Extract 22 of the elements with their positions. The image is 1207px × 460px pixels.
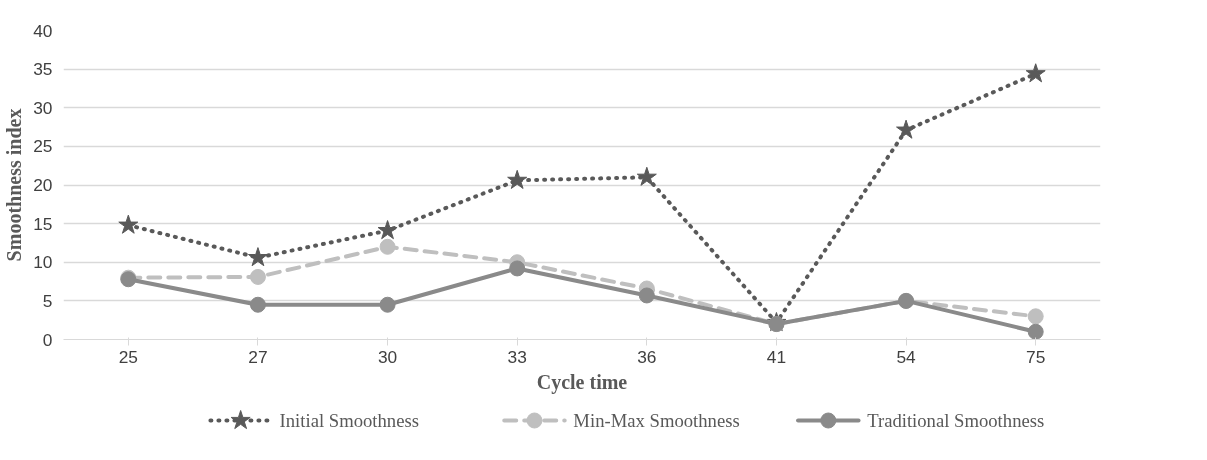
y-tick-label: 10: [33, 252, 53, 273]
y-tick-label: 5: [42, 290, 53, 311]
x-tick-label: 33: [507, 346, 527, 367]
legend-label: Traditional Smoothness: [867, 410, 1045, 431]
y-tick-label: 15: [33, 213, 53, 234]
legend-label: Min-Max Smoothness: [573, 410, 740, 431]
y-tick-label: 20: [33, 175, 53, 195]
legend-label: Initial Smoothness: [279, 410, 419, 431]
x-tick-label: 54: [896, 346, 917, 367]
x-tick-label: 30: [377, 346, 398, 367]
x-axis-title: Cycle time: [536, 370, 628, 394]
x-tick-label: 36: [637, 346, 657, 367]
x-tick-label: 25: [118, 346, 138, 367]
y-tick-label: 0: [42, 329, 53, 350]
y-tick-label: 35: [33, 59, 53, 80]
x-tick-label: 41: [766, 346, 787, 367]
x-tick-label: 75: [1026, 346, 1046, 367]
y-tick-label: 30: [33, 97, 53, 118]
x-tick-label: 27: [248, 346, 268, 367]
y-tick-label: 40: [33, 20, 53, 41]
y-axis-title: Smoothness index: [3, 108, 26, 262]
y-tick-label: 25: [33, 136, 53, 157]
